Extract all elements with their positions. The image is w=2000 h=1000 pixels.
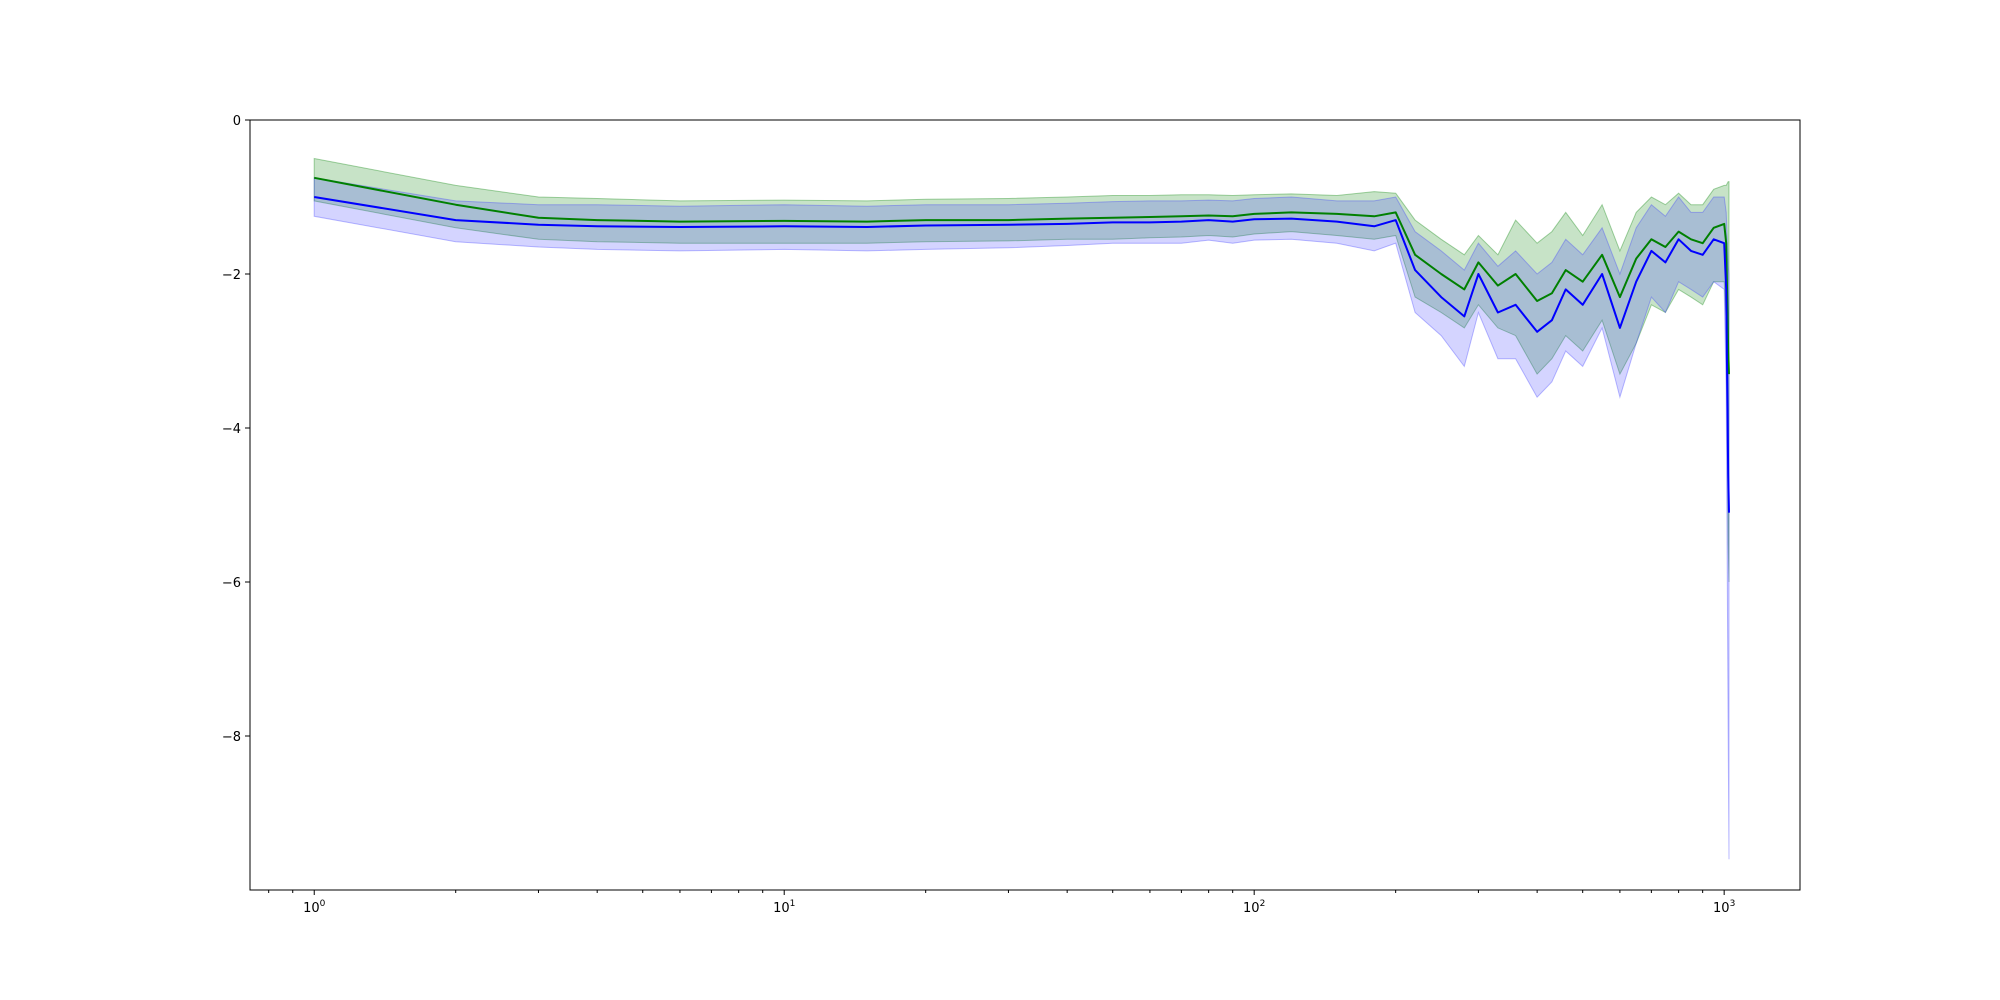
y-tick-label: −6 bbox=[222, 576, 241, 591]
series-0-line bbox=[314, 176, 1730, 375]
y-tick-label: −8 bbox=[222, 730, 241, 745]
y-tick-label: 0 bbox=[233, 114, 241, 129]
plot-frame bbox=[249, 119, 1801, 891]
series-lines bbox=[314, 176, 1730, 513]
x-tick-label: 100 bbox=[303, 899, 326, 916]
x-tick-label: 103 bbox=[1713, 899, 1735, 916]
x-axis: 100 101 102 103 bbox=[268, 890, 1735, 916]
y-tick-label: −2 bbox=[222, 268, 241, 283]
y-axis: 0 −2 −4 −6 −8 bbox=[222, 114, 250, 745]
series-0-band bbox=[313, 157, 1730, 583]
confidence-bands bbox=[313, 157, 1730, 860]
y-tick-label: −4 bbox=[222, 422, 241, 437]
series-1-band bbox=[313, 177, 1730, 860]
x-tick-label: 101 bbox=[773, 899, 795, 916]
series-1-line bbox=[314, 196, 1730, 513]
x-tick-label: 102 bbox=[1243, 899, 1265, 916]
